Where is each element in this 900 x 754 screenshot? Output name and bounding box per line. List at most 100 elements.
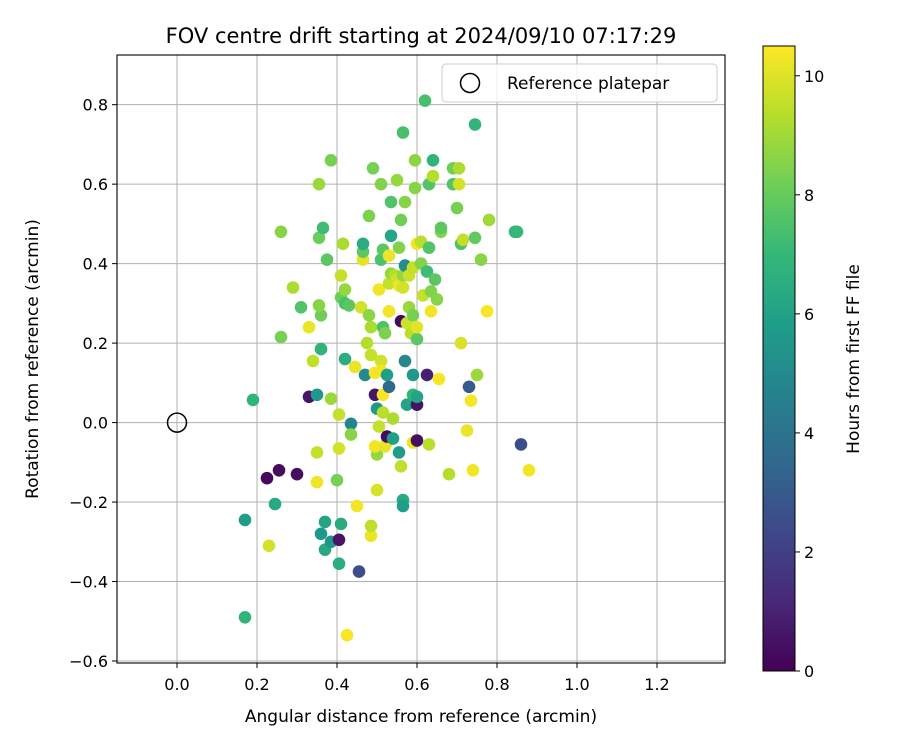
- data-point: [374, 177, 388, 191]
- data-point: [372, 420, 386, 433]
- data-point: [344, 428, 358, 441]
- data-point: [452, 177, 466, 191]
- data-point: [464, 394, 478, 408]
- data-point: [514, 438, 528, 451]
- colorbar-gradient: [762, 45, 796, 672]
- data-point: [314, 342, 328, 356]
- data-point: [410, 332, 424, 346]
- data-point: [392, 241, 406, 254]
- colorbar-label: Hours from first FF file: [844, 264, 864, 454]
- y-tick-label: −0.6: [69, 652, 108, 671]
- y-tick-label: −0.2: [69, 493, 108, 512]
- data-point: [272, 464, 286, 477]
- data-point: [310, 446, 324, 459]
- data-point: [312, 299, 326, 312]
- data-point: [410, 434, 424, 447]
- x-tick-label: 0.2: [244, 675, 269, 694]
- data-point: [480, 305, 494, 318]
- x-tick-label: 0.4: [324, 675, 349, 694]
- data-point: [360, 336, 374, 350]
- data-point: [334, 269, 348, 282]
- data-point: [382, 305, 396, 318]
- colorbar-ticks: 0 2 4 6 8 10: [795, 67, 824, 681]
- data-point: [408, 181, 422, 195]
- data-point: [370, 483, 384, 497]
- data-point: [366, 162, 380, 175]
- data-point: [396, 499, 410, 513]
- data-point: [294, 301, 308, 314]
- data-point: [386, 432, 400, 445]
- x-tick-label: 1.0: [564, 675, 589, 694]
- data-point: [466, 464, 480, 477]
- data-point: [324, 392, 338, 406]
- data-point: [422, 438, 436, 451]
- data-point: [392, 446, 406, 459]
- data-point: [354, 301, 368, 314]
- data-point: [426, 169, 440, 183]
- data-point: [394, 460, 408, 473]
- data-point: [362, 309, 376, 322]
- data-point: [424, 305, 438, 318]
- x-tick-label: 0.6: [404, 675, 429, 694]
- data-point: [434, 221, 448, 235]
- data-point: [362, 209, 376, 223]
- colorbar-tick-label: 8: [804, 186, 814, 205]
- x-tick-label: 1.2: [644, 675, 669, 694]
- data-point: [396, 281, 410, 294]
- y-axis-label: Rotation from reference (arcmin): [23, 219, 43, 499]
- data-point: [382, 249, 396, 262]
- data-point: [462, 380, 476, 394]
- y-tick-label: 0.8: [83, 96, 108, 115]
- colorbar-tick-label: 0: [804, 662, 814, 681]
- legend: Reference platepar: [441, 63, 718, 103]
- legend-box: [441, 63, 718, 103]
- data-point: [398, 354, 412, 368]
- data-point: [368, 440, 382, 453]
- data-point: [312, 231, 326, 245]
- data-point: [364, 519, 378, 533]
- data-point: [380, 368, 394, 382]
- data-point: [372, 283, 386, 296]
- data-point: [460, 424, 474, 437]
- data-point: [246, 393, 260, 407]
- data-point: [286, 281, 300, 294]
- data-point: [442, 467, 456, 481]
- data-points: [238, 94, 536, 642]
- data-point: [310, 475, 324, 489]
- y-tick-label: 0.4: [83, 255, 108, 274]
- data-point: [406, 309, 420, 322]
- data-point: [378, 326, 392, 340]
- y-tick-label: −0.4: [69, 573, 108, 592]
- data-point: [318, 515, 332, 529]
- data-point: [452, 162, 466, 175]
- data-point: [332, 442, 346, 455]
- data-point: [376, 406, 390, 419]
- data-point: [396, 126, 410, 139]
- chart-title: FOV centre drift starting at 2024/09/10 …: [166, 24, 677, 48]
- data-point: [426, 154, 440, 167]
- y-tick-label: 0.0: [83, 414, 108, 433]
- data-point: [268, 497, 282, 511]
- colorbar: 0 2 4 6 8 10 Hours from first FF file: [762, 45, 864, 681]
- data-point: [406, 368, 420, 382]
- data-point: [352, 565, 366, 578]
- data-point: [430, 293, 444, 306]
- data-point: [410, 390, 424, 404]
- data-point: [336, 237, 350, 251]
- data-point: [422, 241, 436, 254]
- data-point: [332, 533, 346, 547]
- x-tick-label: 0.0: [164, 675, 189, 694]
- data-point: [350, 499, 364, 513]
- data-point: [332, 557, 346, 570]
- data-point: [364, 320, 378, 334]
- data-point: [302, 320, 316, 334]
- x-axis-label: Angular distance from reference (arcmin): [245, 707, 597, 727]
- data-point: [238, 611, 252, 624]
- y-tick-label: 0.2: [83, 334, 108, 353]
- data-point: [432, 372, 446, 386]
- data-point: [374, 354, 388, 368]
- data-point: [314, 309, 328, 322]
